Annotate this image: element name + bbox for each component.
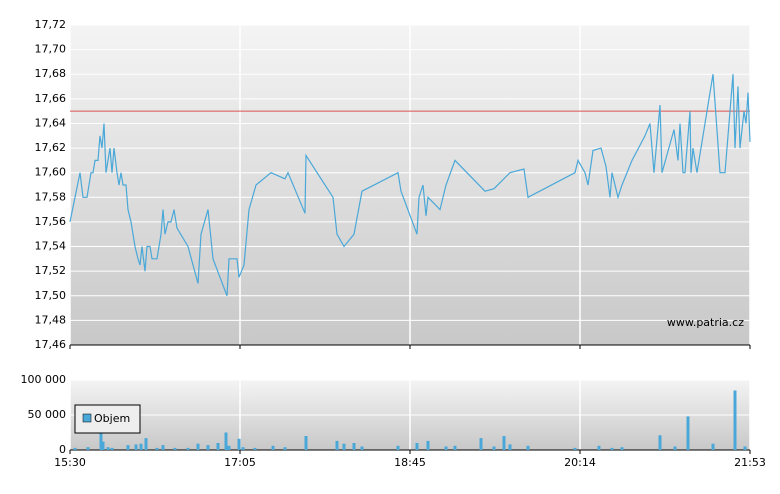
- volume-bar: [620, 447, 624, 450]
- legend-label: Objem: [94, 412, 130, 425]
- volume-bar: [444, 446, 448, 450]
- y-tick-label: 17,56: [35, 215, 67, 228]
- y-tick-label: 17,70: [35, 43, 67, 56]
- volume-bar: [335, 440, 339, 450]
- volume-bar: [86, 447, 90, 450]
- volume-bar: [271, 445, 275, 450]
- volume-bar: [224, 432, 228, 450]
- volume-bar: [126, 445, 130, 450]
- y-tick-label: 50 000: [28, 408, 67, 421]
- price-line: [69, 74, 751, 297]
- y-tick-label: 17,46: [35, 338, 67, 351]
- volume-bar: [658, 435, 662, 450]
- y-tick-label: 17,62: [35, 141, 67, 154]
- volume-bar: [711, 443, 715, 450]
- volume-bar: [610, 447, 614, 450]
- x-tick-label: 17:05: [224, 456, 256, 469]
- volume-bar: [186, 447, 190, 450]
- y-tick-label: 17,64: [35, 116, 67, 129]
- volume-bar: [396, 445, 400, 450]
- legend-swatch: [82, 413, 92, 423]
- volume-bar: [101, 441, 105, 450]
- volume-bar: [686, 416, 690, 450]
- volume-bar: [237, 438, 241, 450]
- y-tick-label: 17,50: [35, 289, 67, 302]
- volume-bar: [360, 446, 364, 450]
- volume-bar: [743, 446, 747, 450]
- volume-bar: [241, 447, 245, 450]
- y-tick-label: 17,48: [35, 313, 67, 326]
- volume-bar: [733, 390, 737, 450]
- volume-bar: [597, 445, 601, 450]
- volume-bar: [508, 444, 512, 450]
- y-tick-label: 17,60: [35, 166, 67, 179]
- volume-bar: [283, 447, 287, 450]
- volume-bar: [479, 438, 483, 450]
- volume-bar: [139, 443, 143, 450]
- x-tick-label: 18:45: [394, 456, 426, 469]
- x-tick-label: 20:14: [564, 456, 596, 469]
- volume-bar: [155, 447, 159, 450]
- volume-bar: [99, 425, 103, 450]
- y-tick-label: 17,58: [35, 190, 67, 203]
- volume-bar: [253, 447, 257, 450]
- volume-bar: [144, 438, 148, 450]
- x-tick-label: 21:53: [734, 456, 766, 469]
- volume-bar: [206, 445, 210, 450]
- y-tick-label: 17,66: [35, 92, 67, 105]
- volume-bar: [134, 444, 138, 450]
- volume-bar: [196, 443, 200, 450]
- volume-bar: [453, 445, 457, 450]
- volume-bar: [502, 436, 506, 450]
- volume-bar: [526, 445, 530, 450]
- volume-bar: [173, 447, 177, 450]
- volume-bar: [342, 443, 346, 450]
- y-tick-label: 17,68: [35, 67, 67, 80]
- volume-bar: [227, 445, 231, 450]
- volume-bar: [304, 436, 308, 450]
- volume-bar: [352, 443, 356, 450]
- x-tick-label: 15:30: [54, 456, 86, 469]
- volume-bar: [106, 447, 110, 450]
- volume-bar: [492, 446, 496, 450]
- volume-bar: [216, 443, 220, 450]
- volume-bar: [573, 447, 577, 450]
- y-tick-label: 17,72: [35, 18, 67, 31]
- y-tick-label: 17,54: [35, 240, 67, 253]
- volume-bar: [673, 446, 677, 450]
- volume-bar: [161, 445, 165, 450]
- volume-bar: [426, 440, 430, 450]
- volume-bar: [415, 443, 419, 450]
- volume-bar: [110, 447, 114, 450]
- watermark: www.patria.cz: [667, 316, 744, 329]
- y-tick-label: 17,52: [35, 264, 67, 277]
- y-tick-label: 100 000: [21, 373, 67, 386]
- volume-bar: [73, 447, 77, 450]
- y-tick-label: 0: [59, 443, 66, 456]
